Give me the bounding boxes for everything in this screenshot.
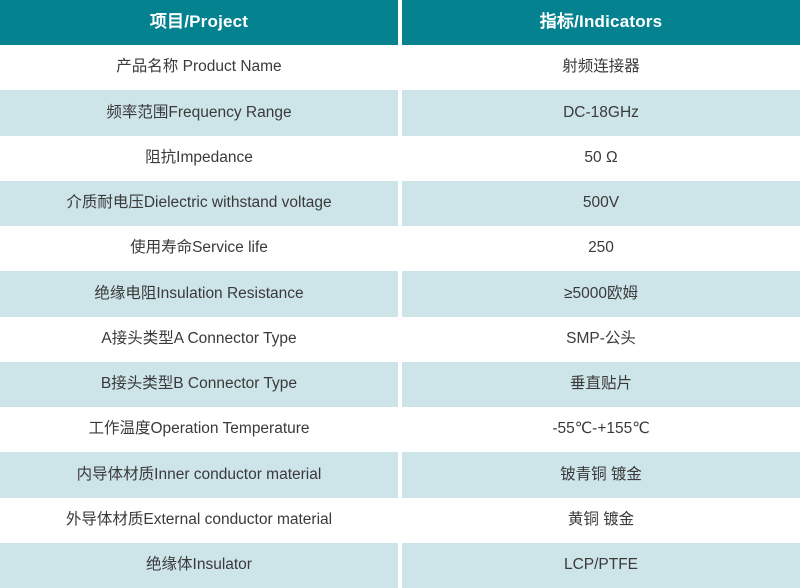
- indicator-value: 射频连接器: [562, 58, 640, 76]
- indicator-cell: 50 Ω: [402, 135, 800, 181]
- indicator-value: -55℃-+155℃: [552, 420, 650, 438]
- project-label: 绝缘体Insulator: [146, 556, 252, 574]
- header-label-indicators: 指标/Indicators: [539, 12, 663, 32]
- project-label: 介质耐电压Dielectric withstand voltage: [66, 194, 332, 212]
- table-row: A接头类型A Connector Type SMP-公头: [0, 316, 800, 362]
- project-cell: A接头类型A Connector Type: [0, 316, 398, 362]
- indicator-value: DC-18GHz: [563, 103, 639, 121]
- indicator-value: 500V: [582, 194, 620, 212]
- project-cell: 绝缘电阻Insulation Resistance: [0, 271, 398, 317]
- indicator-cell: 垂直贴片: [402, 361, 800, 407]
- header-cell-indicators: 指标/Indicators: [402, 0, 800, 45]
- indicator-cell: 黄铜 镀金: [402, 497, 800, 543]
- project-label: 使用寿命Service life: [130, 239, 268, 257]
- indicator-cell: -55℃-+155℃: [402, 407, 800, 453]
- project-cell: 内导体材质Inner conductor material: [0, 452, 398, 498]
- indicator-cell: 射频连接器: [402, 45, 800, 91]
- indicator-value: 250: [588, 239, 614, 257]
- table-row: 绝缘体Insulator LCP/PTFE: [0, 542, 800, 588]
- indicator-cell: SMP-公头: [402, 316, 800, 362]
- project-cell: 介质耐电压Dielectric withstand voltage: [0, 180, 398, 226]
- indicator-cell: 250: [402, 226, 800, 272]
- table-row: 绝缘电阻Insulation Resistance ≥5000欧姆: [0, 271, 800, 317]
- project-label: 工作温度Operation Temperature: [88, 420, 310, 438]
- table-row: 产品名称 Product Name 射频连接器: [0, 45, 800, 91]
- indicator-value: 垂直贴片: [569, 375, 632, 393]
- project-cell: 使用寿命Service life: [0, 226, 398, 272]
- project-cell: 绝缘体Insulator: [0, 542, 398, 588]
- project-label: 外导体材质External conductor material: [65, 510, 333, 528]
- indicator-cell: 500V: [402, 180, 800, 226]
- table-row: 频率范围Frequency Range DC-18GHz: [0, 90, 800, 136]
- table-row: 阻抗Impedance 50 Ω: [0, 135, 800, 181]
- indicator-value: LCP/PTFE: [563, 556, 639, 574]
- project-cell: B接头类型B Connector Type: [0, 361, 398, 407]
- project-label: B接头类型B Connector Type: [100, 375, 298, 393]
- project-label: 产品名称 Product Name: [116, 58, 282, 76]
- indicator-cell: LCP/PTFE: [402, 542, 800, 588]
- indicator-value: 50 Ω: [584, 148, 618, 166]
- indicator-cell: ≥5000欧姆: [402, 271, 800, 317]
- indicator-value: 黄铜 镀金: [567, 510, 635, 528]
- indicator-value: SMP-公头: [566, 329, 636, 347]
- table-body: 产品名称 Product Name 射频连接器 频率范围Frequency Ra…: [0, 45, 800, 588]
- project-label: 频率范围Frequency Range: [106, 103, 292, 121]
- indicator-value: ≥5000欧姆: [564, 284, 638, 302]
- table-row: 工作温度Operation Temperature -55℃-+155℃: [0, 407, 800, 453]
- table-row: B接头类型B Connector Type 垂直贴片: [0, 361, 800, 407]
- header-label-project: 项目/Project: [149, 12, 249, 32]
- table-row: 使用寿命Service life 250: [0, 226, 800, 272]
- header-cell-project: 项目/Project: [0, 0, 398, 45]
- table-header-row: 项目/Project 指标/Indicators: [0, 0, 800, 45]
- project-cell: 外导体材质External conductor material: [0, 497, 398, 543]
- table-row: 介质耐电压Dielectric withstand voltage 500V: [0, 180, 800, 226]
- project-cell: 工作温度Operation Temperature: [0, 407, 398, 453]
- indicator-value: 铍青铜 镀金: [560, 465, 642, 483]
- indicator-cell: DC-18GHz: [402, 90, 800, 136]
- table-row: 内导体材质Inner conductor material 铍青铜 镀金: [0, 452, 800, 498]
- project-label: 绝缘电阻Insulation Resistance: [94, 284, 304, 302]
- project-cell: 产品名称 Product Name: [0, 45, 398, 91]
- project-label: 阻抗Impedance: [145, 148, 253, 166]
- project-label: A接头类型A Connector Type: [101, 329, 297, 347]
- project-cell: 阻抗Impedance: [0, 135, 398, 181]
- indicator-cell: 铍青铜 镀金: [402, 452, 800, 498]
- table-row: 外导体材质External conductor material 黄铜 镀金: [0, 497, 800, 543]
- project-cell: 频率范围Frequency Range: [0, 90, 398, 136]
- project-label: 内导体材质Inner conductor material: [76, 465, 322, 483]
